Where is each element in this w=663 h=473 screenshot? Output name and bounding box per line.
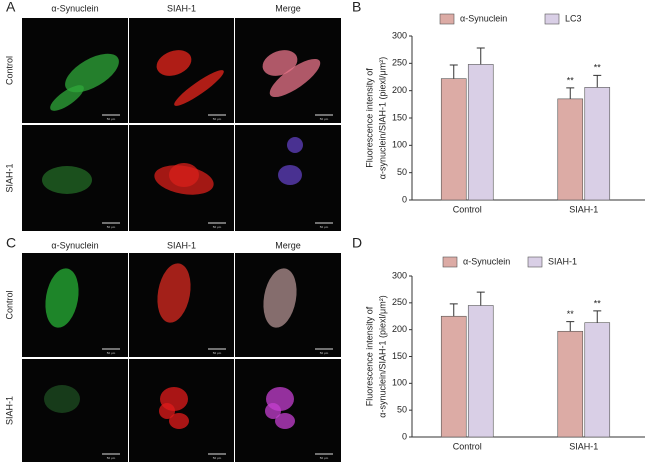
error-bar xyxy=(476,47,485,65)
legend-swatch xyxy=(527,256,543,268)
scale-bar-label: 50 μm xyxy=(107,456,116,460)
legend-swatch xyxy=(544,13,560,25)
y-axis-title: α-synuclein/SIAH-1 (piexl/μm²) xyxy=(377,57,387,179)
y-tick-label: 250 xyxy=(392,58,407,68)
error-bar xyxy=(449,303,458,317)
significance-mark: ** xyxy=(594,298,602,308)
cell-signal xyxy=(154,165,214,195)
scale-bar-label: 50 μm xyxy=(213,351,222,355)
legend-label: LC3 xyxy=(565,13,582,23)
y-tick-label: 200 xyxy=(392,324,407,334)
y-tick-label: 300 xyxy=(392,270,407,280)
cell-signal xyxy=(44,385,80,413)
scale-bar-label: 50 μm xyxy=(213,225,222,229)
panel-letter: D xyxy=(352,235,362,251)
significance-mark: ** xyxy=(567,75,575,85)
panel-letter: A xyxy=(6,0,16,15)
legend-label: α-Synuclein xyxy=(460,13,507,23)
column-header: α-Synuclein xyxy=(51,3,98,13)
cell-signal xyxy=(42,166,92,194)
column-header: SIAH-1 xyxy=(167,240,196,250)
column-header: Merge xyxy=(275,240,301,250)
cell-signal xyxy=(65,53,119,93)
panel-letter: B xyxy=(352,0,361,15)
row-label: SIAH-1 xyxy=(4,396,14,425)
scale-bar-label: 50 μm xyxy=(107,351,116,355)
cell-signal xyxy=(50,85,84,111)
scale-bar-label: 50 μm xyxy=(107,225,116,229)
y-tick-label: 150 xyxy=(392,351,407,361)
y-tick-label: 150 xyxy=(392,112,407,122)
y-tick-label: 300 xyxy=(392,30,407,40)
scale-bar-label: 50 μm xyxy=(213,456,222,460)
y-axis-title: Fluorescence intensity of xyxy=(364,306,374,406)
column-header: Merge xyxy=(275,3,301,13)
bar xyxy=(467,64,494,201)
y-tick-label: 50 xyxy=(397,405,407,415)
cell-signal xyxy=(263,268,297,328)
significance-mark: ** xyxy=(567,309,575,319)
y-axis-title: Fluorescence intensity of xyxy=(364,68,374,168)
cell-signal xyxy=(265,403,281,419)
cell-signal xyxy=(169,413,189,429)
error-bar xyxy=(476,291,485,306)
x-tick-label: SIAH-1 xyxy=(569,204,598,214)
cell-signal xyxy=(287,137,303,153)
bar xyxy=(557,98,584,201)
bar xyxy=(440,78,467,201)
error-bar xyxy=(593,310,602,323)
y-tick-label: 50 xyxy=(397,167,407,177)
legend-swatch xyxy=(442,256,458,268)
micrograph xyxy=(235,359,341,462)
bar xyxy=(440,315,467,438)
scale-bar-label: 50 μm xyxy=(107,117,116,121)
column-header: α-Synuclein xyxy=(51,240,98,250)
cell-signal xyxy=(262,50,298,76)
cell-signal xyxy=(278,165,302,185)
y-tick-label: 0 xyxy=(402,194,407,204)
y-tick-label: 100 xyxy=(392,140,407,150)
scale-bar-label: 50 μm xyxy=(320,351,329,355)
cell-signal xyxy=(157,263,191,323)
error-bar xyxy=(593,74,602,88)
cell-signal xyxy=(269,58,321,98)
scale-bar-label: 50 μm xyxy=(320,117,329,121)
cell-signal xyxy=(45,268,79,328)
error-bar xyxy=(566,321,575,332)
error-bar xyxy=(449,64,458,79)
cell-signal xyxy=(156,50,192,76)
row-label: Control xyxy=(4,290,14,319)
cell-signal xyxy=(159,403,175,419)
bar xyxy=(557,330,584,438)
legend-label: SIAH-1 xyxy=(548,256,577,266)
legend-swatch xyxy=(439,13,455,25)
x-tick-label: SIAH-1 xyxy=(569,441,598,451)
y-tick-label: 200 xyxy=(392,85,407,95)
significance-mark: ** xyxy=(594,63,602,73)
column-header: SIAH-1 xyxy=(167,3,196,13)
error-bar xyxy=(566,87,575,99)
scale-bar-label: 50 μm xyxy=(320,456,329,460)
y-tick-label: 250 xyxy=(392,297,407,307)
cell-signal xyxy=(174,70,224,106)
scale-bar-label: 50 μm xyxy=(320,225,329,229)
bar xyxy=(584,87,611,201)
cell-signal xyxy=(275,413,295,429)
micrograph xyxy=(129,359,234,462)
y-axis-title: α-synuclein/SIAH-1 (piexl/μm²) xyxy=(377,295,387,417)
panel-letter: C xyxy=(6,235,16,251)
bar xyxy=(467,305,494,438)
scale-bar-label: 50 μm xyxy=(213,117,222,121)
legend-label: α-Synuclein xyxy=(463,256,510,266)
micrograph xyxy=(22,359,128,462)
y-tick-label: 0 xyxy=(402,431,407,441)
row-label: SIAH-1 xyxy=(4,163,14,192)
x-tick-label: Control xyxy=(453,204,482,214)
x-tick-label: Control xyxy=(453,441,482,451)
bar xyxy=(584,322,611,438)
row-label: Control xyxy=(4,56,14,85)
y-tick-label: 100 xyxy=(392,378,407,388)
